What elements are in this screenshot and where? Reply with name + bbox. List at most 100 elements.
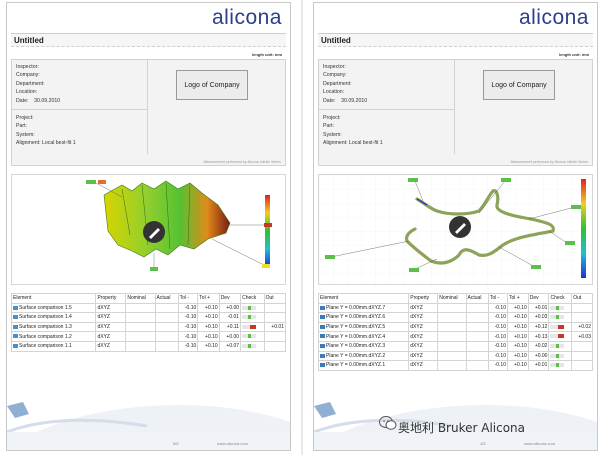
- cell-empty: [465, 331, 489, 342]
- cell-out: [571, 312, 593, 323]
- report-page-2: alicona Untitled length unit: mm Inspect…: [6, 2, 291, 451]
- cell-element: Plane Y = 0.00mm.dXYZ.6: [317, 312, 410, 323]
- cell-out: [571, 340, 593, 352]
- element-type-icon: [320, 363, 325, 368]
- divider: [12, 109, 147, 110]
- cell-empty: [437, 331, 467, 342]
- report-page-1: alicona Untitled length unit: mm Inspect…: [313, 2, 598, 451]
- element-name: Surface comparison 1.1: [19, 343, 72, 350]
- check-gauge: [548, 360, 573, 371]
- cell-tol-minus: -0.10: [177, 331, 199, 342]
- element-name: Surface comparison 1.4: [19, 314, 72, 321]
- col-actual: Actual: [154, 293, 179, 304]
- footnote: Measurement performed by Alicona Infinit…: [203, 160, 281, 164]
- element-type-icon: [13, 324, 18, 329]
- date-row: Date: 30.09.2010: [323, 97, 367, 105]
- cell-empty: [465, 321, 489, 333]
- report-title: Untitled: [11, 33, 286, 47]
- cell-dev: +0.00: [218, 331, 242, 342]
- element-name: Surface comparison 1.5: [19, 304, 72, 311]
- cell-out: [263, 302, 287, 314]
- table-row: Surface comparison 1.2 dXYZ -0.10 +0.10 +0.0…: [10, 331, 287, 342]
- check-gauge: [548, 331, 573, 342]
- table-body: Plane Y = 0.00mm.dXYZ.7 dXYZ -0.10 +0.10 +0.…: [317, 302, 593, 371]
- cell-empty: [465, 340, 489, 352]
- footer-url: www.alicona.com: [524, 441, 555, 446]
- cell-empty: [154, 340, 179, 352]
- company-logo-placeholder: Logo of Company: [176, 70, 248, 100]
- element-type-icon: [13, 315, 18, 320]
- cell-empty: [437, 360, 467, 371]
- cell-tol-minus: -0.10: [487, 312, 509, 323]
- table-header-row: Element Property Nominal Actual Tol - To…: [317, 293, 593, 304]
- cell-element: Surface comparison 1.3: [10, 321, 97, 333]
- footer-bar: [314, 432, 597, 450]
- deviation-3d-plot: [86, 180, 272, 271]
- cell-empty: [125, 312, 156, 323]
- col-element: Element: [317, 293, 410, 304]
- element-name: Plane Y = 0.00mm.dXYZ.3: [326, 343, 386, 350]
- cell-tol-minus: -0.10: [487, 331, 509, 342]
- cell-tol-minus: -0.10: [177, 312, 199, 323]
- company-label: Company:: [16, 72, 40, 79]
- cell-property: dXYZ: [95, 302, 127, 314]
- location-label: Location:: [16, 89, 38, 96]
- check-gauge: [548, 312, 573, 323]
- report-title: Untitled: [318, 33, 593, 47]
- cell-empty: [125, 321, 156, 333]
- date-row: Date: 30.09.2010: [16, 97, 60, 105]
- cell-tol-minus: -0.10: [177, 321, 199, 333]
- profile-comparison-view[interactable]: [318, 174, 593, 285]
- cell-tol-plus: +0.10: [507, 331, 529, 342]
- date-label: Date:: [16, 97, 29, 104]
- unit-label: length unit: mm: [252, 52, 282, 57]
- col-out: Out: [263, 293, 287, 304]
- element-name: Plane Y = 0.00mm.dXYZ.1: [326, 362, 386, 369]
- cell-property: dXYZ: [408, 331, 439, 342]
- element-type-icon: [320, 353, 325, 358]
- cell-out: [571, 360, 593, 371]
- cell-empty: [465, 312, 489, 323]
- cell-empty: [125, 340, 156, 352]
- cell-property: dXYZ: [95, 312, 127, 323]
- cell-empty: [465, 302, 489, 314]
- project-label: Project:: [16, 115, 34, 121]
- element-type-icon: [320, 324, 325, 329]
- cell-dev: +0.11: [218, 321, 242, 333]
- check-gauge: [548, 340, 573, 352]
- cell-property: dXYZ: [95, 321, 127, 333]
- table-row: Surface comparison 1.1 dXYZ -0.10 +0.10 +0.0…: [10, 340, 287, 352]
- cell-tol-minus: -0.10: [487, 350, 509, 362]
- cell-tol-minus: -0.10: [487, 302, 509, 314]
- surface-comparison-view[interactable]: [11, 174, 286, 285]
- results-table: Element Property Nominal Actual Tol - To…: [317, 293, 593, 371]
- cell-out: +0.02: [571, 321, 593, 333]
- cell-empty: [125, 331, 156, 342]
- cell-empty: [465, 360, 489, 371]
- table-body: Surface comparison 1.5 dXYZ -0.10 +0.10 +0.0…: [10, 302, 287, 352]
- page-number: 1/2: [480, 441, 486, 446]
- col-check: Check: [240, 293, 265, 304]
- cell-element: Plane Y = 0.00mm.dXYZ.1: [317, 360, 410, 371]
- unit-label: length unit: mm: [559, 52, 589, 57]
- col-element: Element: [10, 293, 97, 304]
- cell-tol-plus: +0.10: [197, 340, 220, 352]
- table-header-row: Element Property Nominal Actual Tol - To…: [10, 293, 287, 304]
- footer-bar: [7, 432, 290, 450]
- col-tol-minus: Tol -: [487, 293, 509, 304]
- cell-empty: [465, 350, 489, 362]
- cell-dev: +0.07: [218, 340, 242, 352]
- cell-property: dXYZ: [408, 302, 439, 314]
- cell-property: dXYZ: [95, 340, 127, 352]
- cell-dev: +0.13: [527, 331, 550, 342]
- company-logo-placeholder: Logo of Company: [483, 70, 555, 100]
- cell-out: [263, 312, 287, 323]
- element-name: Plane Y = 0.00mm.dXYZ.5: [326, 324, 386, 331]
- table-row: Surface comparison 1.3 dXYZ -0.10 +0.10 +0.1…: [10, 321, 287, 333]
- col-property: Property: [95, 293, 127, 304]
- check-gauge: [240, 321, 265, 333]
- cell-property: dXYZ: [408, 350, 439, 362]
- cell-out: [571, 350, 593, 362]
- col-tol-minus: Tol -: [177, 293, 199, 304]
- cell-element: Plane Y = 0.00mm.dXYZ.2: [317, 350, 410, 362]
